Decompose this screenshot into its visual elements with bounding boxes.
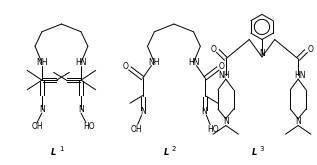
Text: N: N bbox=[141, 106, 146, 115]
Text: O: O bbox=[210, 45, 216, 54]
Text: N: N bbox=[39, 105, 45, 114]
Text: N: N bbox=[78, 105, 84, 114]
Text: O: O bbox=[219, 62, 225, 71]
Text: O: O bbox=[123, 62, 129, 71]
Text: N: N bbox=[259, 50, 265, 59]
Text: L: L bbox=[51, 148, 56, 157]
Text: N: N bbox=[223, 117, 229, 126]
Text: N: N bbox=[295, 117, 301, 126]
Text: 2: 2 bbox=[172, 146, 176, 152]
Text: O: O bbox=[308, 45, 314, 54]
Text: 3: 3 bbox=[260, 146, 264, 152]
Text: HN: HN bbox=[294, 71, 306, 80]
Text: OH: OH bbox=[31, 122, 43, 131]
Text: HO: HO bbox=[207, 125, 219, 134]
Text: HN: HN bbox=[188, 58, 199, 67]
Text: HN: HN bbox=[75, 58, 87, 67]
Text: NH: NH bbox=[36, 58, 48, 67]
Text: 1: 1 bbox=[59, 146, 64, 152]
Text: HO: HO bbox=[83, 122, 95, 131]
Text: NH: NH bbox=[218, 71, 230, 80]
Text: NH: NH bbox=[149, 58, 160, 67]
Text: OH: OH bbox=[131, 125, 143, 134]
Text: N: N bbox=[201, 106, 207, 115]
Text: L: L bbox=[164, 148, 169, 157]
Text: L: L bbox=[251, 148, 257, 157]
